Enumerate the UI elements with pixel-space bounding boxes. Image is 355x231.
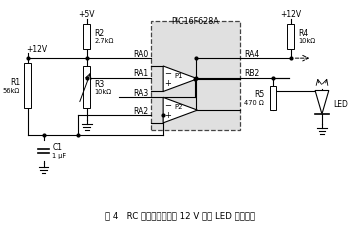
- FancyBboxPatch shape: [151, 21, 240, 130]
- Text: +: +: [165, 79, 171, 88]
- Text: LED: LED: [334, 100, 349, 109]
- Text: 470 Ω: 470 Ω: [244, 100, 264, 106]
- Text: 1 μF: 1 μF: [52, 153, 66, 159]
- Bar: [83, 66, 90, 108]
- Text: +12V: +12V: [26, 45, 47, 54]
- Bar: [83, 24, 90, 49]
- Polygon shape: [163, 66, 197, 91]
- Text: 56kΩ: 56kΩ: [3, 88, 20, 94]
- Text: R5: R5: [254, 90, 264, 99]
- Text: P1: P1: [174, 73, 183, 79]
- Text: R2: R2: [94, 29, 105, 38]
- Text: 2.7kΩ: 2.7kΩ: [94, 39, 114, 45]
- Text: +: +: [165, 110, 171, 119]
- Text: PIC16F628A: PIC16F628A: [171, 17, 219, 26]
- Text: R3: R3: [94, 80, 105, 89]
- Text: 10kΩ: 10kΩ: [299, 39, 316, 45]
- Text: −: −: [164, 101, 171, 110]
- Text: −: −: [164, 69, 171, 78]
- Text: RB2: RB2: [245, 69, 260, 78]
- Text: RA3: RA3: [133, 89, 148, 98]
- Text: R4: R4: [299, 29, 309, 38]
- Text: P2: P2: [174, 104, 183, 110]
- Text: RA0: RA0: [133, 50, 148, 59]
- Bar: [24, 63, 31, 108]
- Bar: [269, 86, 276, 110]
- Text: RA2: RA2: [133, 106, 148, 116]
- Text: 10kΩ: 10kΩ: [94, 89, 111, 95]
- Text: +5V: +5V: [78, 9, 95, 18]
- Polygon shape: [163, 97, 197, 123]
- Text: 图 4   RC 充电测电阻值及 12 V 输出 LED 指示电路: 图 4 RC 充电测电阻值及 12 V 输出 LED 指示电路: [105, 211, 255, 220]
- Text: +12V: +12V: [280, 9, 301, 18]
- Text: C1: C1: [52, 143, 62, 152]
- Text: RA4: RA4: [245, 50, 260, 59]
- Text: R1: R1: [10, 78, 20, 87]
- Bar: [287, 24, 294, 49]
- Text: RA1: RA1: [133, 69, 148, 78]
- Polygon shape: [315, 91, 329, 114]
